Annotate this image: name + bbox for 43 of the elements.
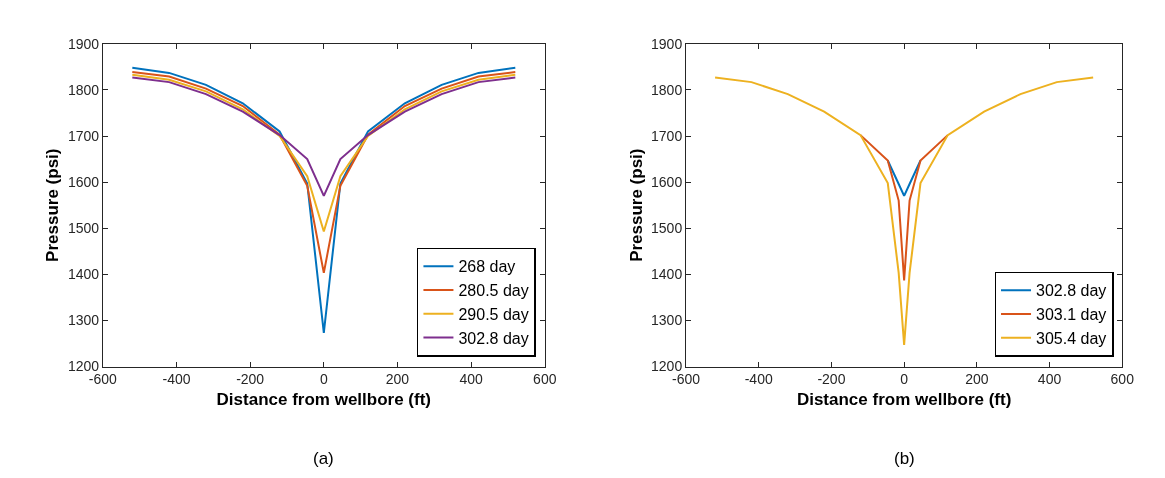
x-tick-label: -400: [744, 371, 773, 388]
line-series: [131, 76, 517, 197]
x-tick-label: -400: [162, 371, 191, 388]
x-tick-label: 600: [1110, 371, 1135, 388]
x-tick-label: -200: [236, 371, 265, 388]
legend-label: 303.1 day: [1036, 306, 1107, 324]
y-axis-title: Pressure (psi): [43, 148, 63, 262]
y-tick-label: 1700: [651, 127, 683, 144]
x-tick-label: 200: [385, 371, 410, 388]
y-tick-label: 1900: [651, 35, 683, 52]
x-tick-label: 400: [1037, 371, 1062, 388]
legend-label: 305.4 day: [1036, 330, 1107, 348]
text: (a): [313, 449, 334, 468]
legend-label: 302.8 day: [458, 329, 529, 347]
legend-label: 302.8 day: [1036, 282, 1107, 300]
x-tick-label: 0: [900, 371, 909, 388]
y-tick-label: 1400: [651, 266, 683, 283]
y-tick-label: 1800: [67, 81, 100, 98]
x-tick-label: -200: [817, 371, 846, 388]
y-tick-label: 1400: [67, 266, 100, 283]
y-tick-label: 1600: [651, 174, 683, 191]
y-tick-label: 1500: [67, 220, 100, 237]
x-tick-label: 600: [533, 371, 557, 388]
text: (b): [894, 449, 915, 468]
y-axis-title: Pressure (psi): [626, 148, 646, 262]
x-tick-label: 200: [965, 371, 989, 388]
x-axis-title: Distance from wellbore (ft): [216, 389, 432, 409]
y-tick-label: 1800: [651, 81, 683, 98]
line-series: [131, 73, 517, 233]
y-tick-label: 1600: [67, 174, 100, 191]
y-tick-label: 1300: [67, 312, 100, 329]
y-tick-label: 1900: [67, 35, 100, 52]
legend-label: 268 day: [458, 258, 516, 276]
x-axis-title: Distance from wellbore (ft): [796, 389, 1012, 409]
x-tick-label: 0: [319, 371, 328, 388]
legend-label: 280.5 day: [458, 282, 529, 300]
y-tick-label: 1700: [67, 127, 100, 144]
y-tick-label: 1300: [651, 312, 683, 329]
x-tick-label: 400: [459, 371, 484, 388]
line-series: [131, 70, 517, 274]
line-series: [859, 134, 949, 282]
legend-label: 290.5 day: [458, 306, 529, 324]
y-tick-label: 1500: [651, 220, 683, 237]
